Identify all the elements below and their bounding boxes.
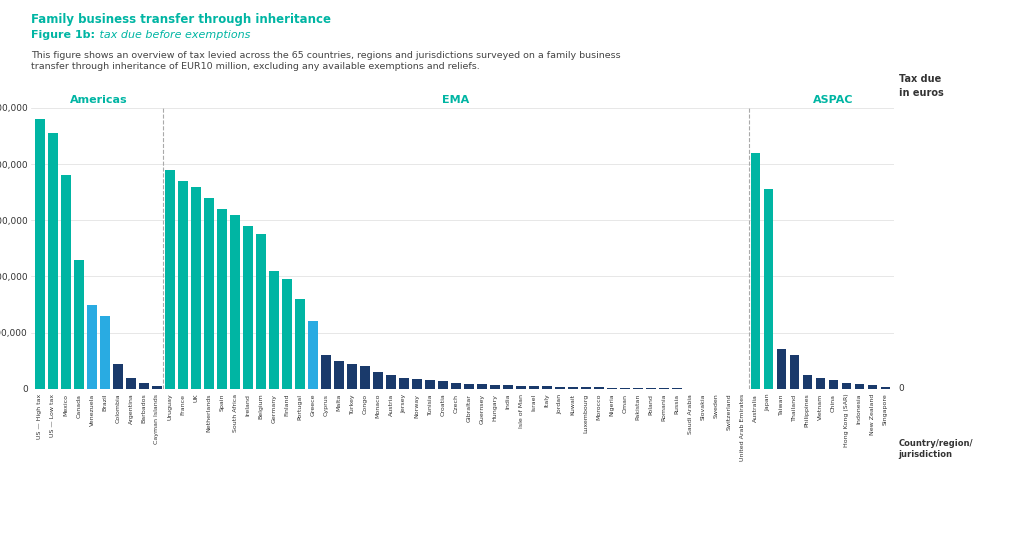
- Bar: [387, 375, 396, 389]
- Bar: [295, 299, 304, 389]
- Bar: [140, 383, 149, 389]
- Bar: [490, 385, 500, 389]
- Bar: [308, 321, 318, 389]
- Bar: [568, 387, 578, 389]
- Bar: [400, 377, 409, 389]
- Bar: [35, 119, 44, 389]
- Bar: [62, 176, 71, 389]
- Bar: [217, 209, 227, 389]
- Text: Americas: Americas: [70, 95, 127, 105]
- Bar: [191, 187, 200, 389]
- Bar: [283, 279, 292, 389]
- Text: Country/region/
jurisdiction: Country/region/ jurisdiction: [898, 440, 974, 460]
- Bar: [465, 384, 474, 389]
- Bar: [74, 260, 83, 389]
- Bar: [373, 372, 382, 389]
- Bar: [633, 388, 642, 389]
- Bar: [361, 366, 370, 389]
- Bar: [87, 305, 97, 389]
- Bar: [868, 386, 877, 389]
- Text: Family business transfer through inheritance: Family business transfer through inherit…: [31, 14, 331, 26]
- Bar: [101, 316, 110, 389]
- Bar: [477, 384, 487, 389]
- Bar: [347, 363, 357, 389]
- Text: This figure shows an overview of tax levied across the 65 countries, regions and: This figure shows an overview of tax lev…: [31, 51, 621, 71]
- Bar: [621, 388, 630, 389]
- Bar: [244, 226, 253, 389]
- Bar: [803, 375, 812, 389]
- Bar: [842, 383, 851, 389]
- Bar: [205, 198, 214, 389]
- Text: Figure 1b:: Figure 1b:: [31, 30, 95, 40]
- Legend: >€3 million, €1 million–€3 million, <€1 million: >€3 million, €1 million–€3 million, <€1 …: [35, 536, 322, 540]
- Bar: [815, 377, 824, 389]
- Text: 0: 0: [898, 384, 905, 393]
- Bar: [543, 386, 552, 389]
- Bar: [322, 355, 331, 389]
- Bar: [126, 377, 136, 389]
- Bar: [829, 380, 838, 389]
- Bar: [790, 355, 799, 389]
- Bar: [750, 153, 760, 389]
- Bar: [269, 271, 279, 389]
- Bar: [438, 381, 448, 389]
- Text: ASPAC: ASPAC: [813, 95, 853, 105]
- Text: EMA: EMA: [442, 95, 470, 105]
- Bar: [256, 234, 265, 389]
- Bar: [412, 379, 421, 389]
- Bar: [647, 388, 656, 389]
- Bar: [776, 349, 785, 389]
- Bar: [426, 380, 435, 389]
- Bar: [48, 133, 58, 389]
- Text: Tax due
in euros: Tax due in euros: [898, 75, 944, 98]
- Bar: [854, 384, 864, 389]
- Bar: [152, 386, 161, 389]
- Bar: [764, 190, 773, 389]
- Bar: [166, 170, 175, 389]
- Bar: [230, 215, 240, 389]
- Bar: [529, 386, 539, 389]
- Bar: [451, 383, 461, 389]
- Bar: [594, 387, 603, 389]
- Bar: [113, 363, 122, 389]
- Text: tax due ​before​ exemptions: tax due ​before​ exemptions: [96, 30, 250, 40]
- Bar: [516, 386, 525, 389]
- Bar: [608, 388, 617, 389]
- Bar: [504, 386, 513, 389]
- Bar: [582, 387, 591, 389]
- Bar: [178, 181, 188, 389]
- Bar: [334, 361, 343, 389]
- Bar: [555, 387, 564, 389]
- Bar: [881, 387, 890, 389]
